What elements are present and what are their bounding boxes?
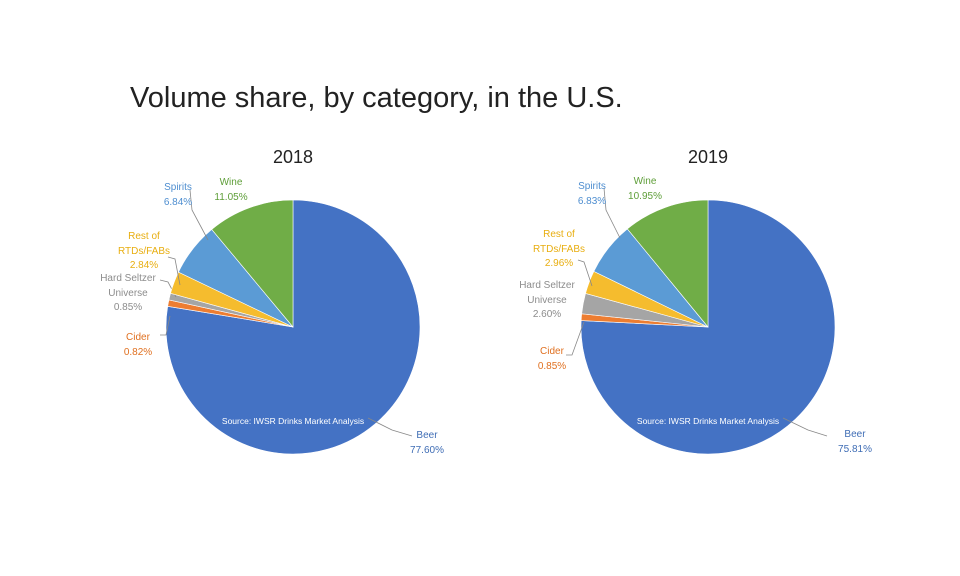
data-label-value: 0.85%: [537, 360, 567, 372]
data-label-value: 2.96%: [544, 258, 574, 269]
data-label-value: 2.60%: [532, 309, 562, 320]
data-label: Cider 0.85%: [538, 345, 566, 374]
pie-title-2019: 2019: [687, 147, 729, 167]
data-label: Beer 75.81%: [838, 428, 872, 457]
data-label-name: Universe: [527, 294, 567, 306]
data-label-value: 75.81%: [838, 443, 872, 455]
pie-slice-wine: [626, 199, 709, 328]
data-label-name: Universe: [108, 287, 148, 299]
leader-line: [167, 256, 181, 286]
data-label-name: Spirits: [578, 181, 606, 192]
data-label-value: 0.85%: [113, 302, 143, 313]
pie-title-2018: 2018: [272, 147, 314, 167]
data-label: Spirits 6.84%: [164, 181, 192, 210]
data-label-name: Hard Seltzer: [100, 273, 156, 284]
data-label-value: 2.84%: [129, 260, 159, 271]
leader-line: [160, 315, 171, 336]
data-label-name: Hard Seltzer: [519, 280, 575, 291]
leader-line: [782, 417, 828, 437]
data-label-name: Wine: [219, 177, 243, 188]
data-label: Rest of RTDs/FABs 2.84%: [118, 230, 170, 274]
data-label-value: 6.84%: [163, 196, 193, 208]
data-label-value: 0.82%: [123, 346, 153, 358]
leader-line: [566, 321, 585, 356]
leader-line: [603, 187, 621, 239]
data-label-name: Beer: [416, 430, 438, 441]
data-label-value: 77.60%: [410, 444, 444, 456]
data-label-name: Rest of: [543, 229, 575, 240]
data-label-name: Spirits: [164, 182, 192, 193]
data-label: Hard Seltzer Universe 0.85%: [100, 272, 156, 316]
data-label-name: Cider: [540, 346, 564, 357]
leader-line: [189, 189, 209, 241]
pie-slice-beer: [165, 199, 421, 455]
data-label-value: 6.83%: [577, 195, 607, 207]
data-label-value: 10.95%: [628, 190, 662, 202]
chart-title: Volume share, by category, in the U.S.: [130, 82, 623, 114]
source-note: Source: IWSR Drinks Market Analysis: [221, 416, 365, 426]
source-note: Source: IWSR Drinks Market Analysis: [636, 416, 780, 426]
data-label-name: RTDs/FABs: [117, 245, 171, 257]
data-label-name: Rest of: [128, 231, 160, 242]
data-label-name: RTDs/FABs: [532, 243, 586, 255]
leader-line: [577, 259, 593, 287]
data-label: Rest of RTDs/FABs 2.96%: [533, 228, 585, 272]
data-label: Wine 10.95%: [628, 175, 662, 204]
data-label-name: Cider: [126, 332, 150, 343]
data-label: Wine 11.05%: [214, 176, 247, 205]
leader-line: [367, 417, 413, 437]
data-label-name: Beer: [844, 429, 866, 440]
data-label-name: Wine: [633, 176, 657, 187]
data-label: Hard Seltzer Universe 2.60%: [519, 279, 575, 323]
data-label-value: 11.05%: [214, 191, 248, 203]
data-label: Spirits 6.83%: [578, 180, 606, 209]
pie-slice-wine: [211, 199, 294, 328]
data-label: Beer 77.60%: [410, 429, 444, 458]
pie-slice-beer: [580, 199, 836, 455]
data-label: Cider 0.82%: [124, 331, 152, 360]
